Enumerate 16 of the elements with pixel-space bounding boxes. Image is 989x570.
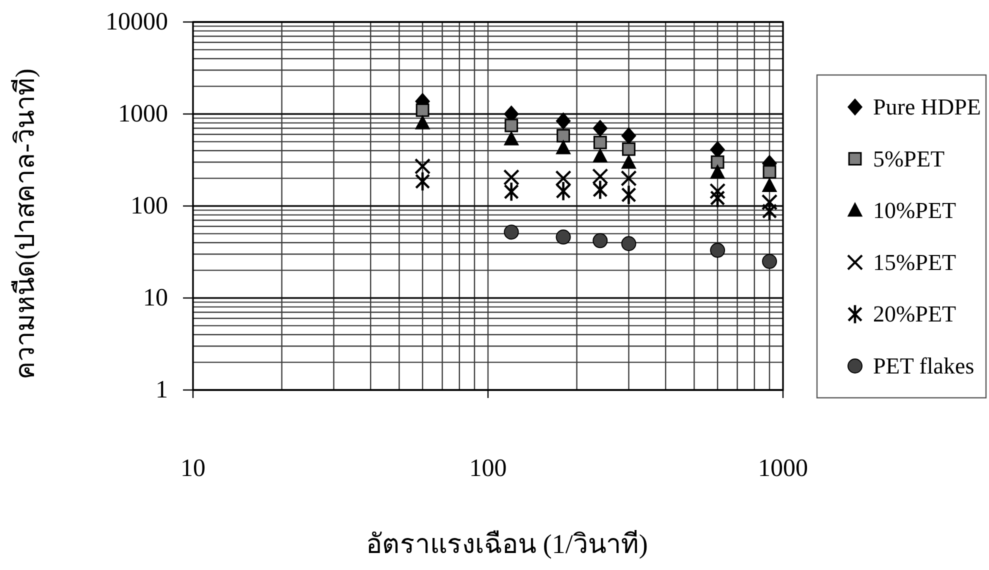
x-tick-label: 1000 (758, 455, 808, 482)
y-tick-label: 10 (143, 284, 168, 312)
legend-label: 10%PET (873, 198, 956, 224)
y-tick-label: 1 (156, 376, 168, 404)
y-axis-title: ความหนืด(ปาสคาล-วินาที) (10, 68, 40, 380)
x-tick-label: 10 (180, 455, 206, 482)
x-tick-label: 100 (469, 455, 507, 482)
y-tick-label: 100 (130, 192, 168, 220)
legend-label: Pure HDPE (873, 94, 981, 120)
y-tick-label: 1000 (118, 100, 168, 128)
legend-label: 5%PET (873, 146, 945, 172)
y-tick-label: 10000 (106, 8, 168, 36)
legend-label: 20%PET (873, 302, 956, 327)
legend-label: PET flakes (873, 354, 974, 378)
legend-label: 15%PET (873, 250, 956, 275)
x-axis-title: อัตราแรงเฉือน (1/วินาที) (366, 529, 648, 559)
